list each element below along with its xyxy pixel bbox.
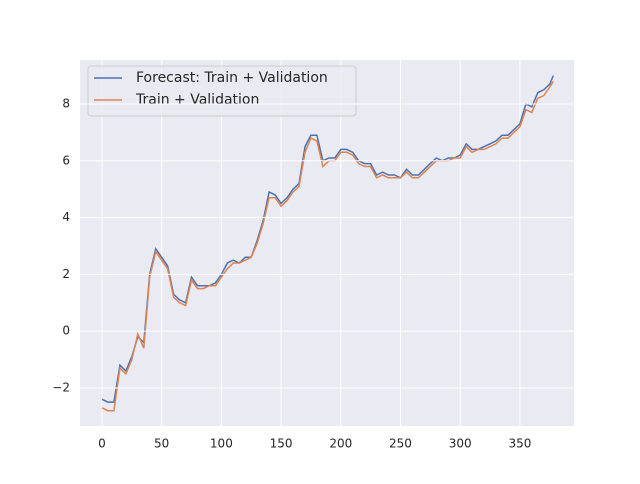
x-tick-label: 0 xyxy=(98,437,106,451)
x-tick-label: 50 xyxy=(154,437,169,451)
legend-box xyxy=(87,65,357,117)
y-tick-label: −2 xyxy=(52,380,70,394)
legend-label: Train + Validation xyxy=(135,92,259,108)
x-tick-label: 300 xyxy=(449,437,472,451)
x-tick-label: 350 xyxy=(508,437,531,451)
x-tick-label: 100 xyxy=(210,437,233,451)
x-tick-label: 200 xyxy=(329,437,352,451)
y-tick-label: 2 xyxy=(62,267,70,281)
y-tick-label: 6 xyxy=(62,153,70,167)
y-tick-label: 4 xyxy=(62,210,70,224)
x-tick-label: 150 xyxy=(270,437,293,451)
legend-label: Forecast: Train + Validation xyxy=(136,70,328,86)
plot-area xyxy=(80,60,574,426)
line-series xyxy=(101,75,554,403)
x-tick-label: 250 xyxy=(389,437,412,451)
y-tick-label: 8 xyxy=(62,97,70,111)
y-tick-label: 0 xyxy=(62,324,70,338)
